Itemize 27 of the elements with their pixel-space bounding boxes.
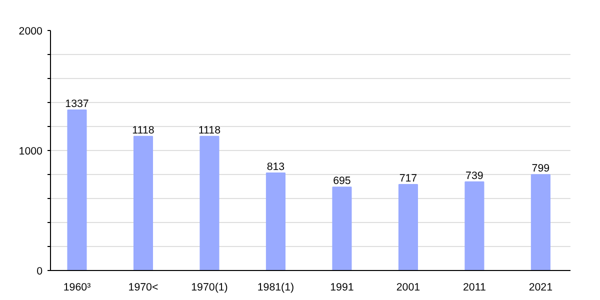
bar xyxy=(398,184,418,270)
data-label: 1337 xyxy=(65,98,89,110)
x-tick-label: 2001 xyxy=(396,282,420,294)
bar xyxy=(266,172,286,270)
data-label: 799 xyxy=(532,162,550,175)
bar xyxy=(464,181,484,270)
x-tick-label: 1981(1) xyxy=(257,282,294,294)
x-tick-label: 1991 xyxy=(330,282,354,294)
bar xyxy=(200,136,220,270)
bar xyxy=(530,174,550,270)
data-label: 813 xyxy=(266,160,285,173)
y-tick-label: 2000 xyxy=(18,26,43,38)
bar xyxy=(332,186,352,270)
bar xyxy=(67,110,87,270)
x-tick-label: 1960³ xyxy=(63,282,92,294)
data-label: 1118 xyxy=(198,124,221,136)
x-tick-label: 1970< xyxy=(128,282,158,294)
data-label: 717 xyxy=(399,172,418,184)
y-tick-label: 0 xyxy=(36,266,43,278)
bar xyxy=(133,136,154,270)
x-tick-label: 2011 xyxy=(462,282,486,294)
x-tick-label: 2021 xyxy=(528,282,553,294)
x-tick-label: 1970(1) xyxy=(191,282,228,294)
data-label: 1118 xyxy=(132,124,154,136)
data-label: 739 xyxy=(466,170,484,182)
data-label: 695 xyxy=(333,175,351,188)
y-tick-label: 1000 xyxy=(18,146,43,158)
